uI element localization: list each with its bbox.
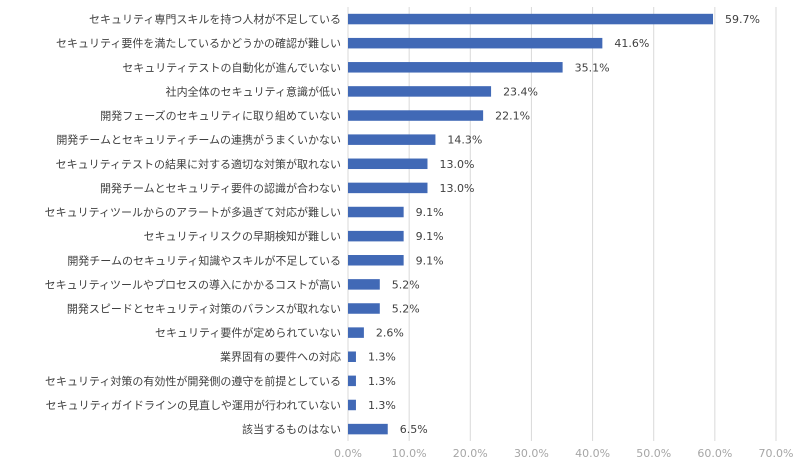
category-label: セキュリティツールやプロセスの導入にかかるコストが高い (45, 277, 341, 291)
data-label: 14.3% (447, 134, 482, 147)
data-label: 1.3% (368, 375, 396, 388)
data-label: 9.1% (416, 254, 444, 267)
data-label: 1.3% (368, 351, 396, 364)
bar (348, 351, 356, 362)
data-label: 41.6% (614, 37, 649, 50)
data-label: 23.4% (503, 85, 538, 98)
x-tick-label: 60.0% (697, 447, 732, 460)
category-label: セキュリティ対策の有効性が開発側の遵守を前提としている (45, 374, 341, 388)
category-label: 業界固有の要件への対応 (220, 350, 341, 364)
bar (348, 303, 380, 314)
data-label: 9.1% (416, 230, 444, 243)
x-tick-label: 30.0% (514, 447, 549, 460)
bar (348, 399, 356, 411)
category-label: セキュリティテストの結果に対する適切な対策が取れない (56, 157, 341, 171)
category-label: セキュリティガイドラインの見直しや運用が行われていない (46, 398, 341, 412)
category-label: 社内全体のセキュリティ意識が低い (166, 84, 341, 98)
x-tick-label: 0.0% (334, 447, 362, 460)
bar (348, 37, 603, 49)
x-tick-label: 50.0% (636, 447, 671, 460)
category-label: 開発チームとセキュリティチームの連携がうまくいかない (56, 133, 341, 147)
data-label: 9.1% (416, 206, 444, 219)
data-label: 22.1% (495, 110, 530, 123)
data-label: 1.3% (368, 399, 396, 412)
bar (348, 375, 356, 387)
category-label: セキュリティ要件が定められていない (155, 326, 341, 340)
bar (348, 13, 714, 25)
category-label: セキュリティリスクの早期検知が難しい (144, 229, 341, 243)
bars (348, 13, 714, 435)
category-label: 開発チームのセキュリティ知識やスキルが不足している (67, 253, 341, 267)
gridlines (347, 7, 777, 441)
x-tick-label: 10.0% (392, 447, 427, 460)
category-label: 該当するものはない (242, 422, 341, 436)
category-label: 開発フェーズのセキュリティに取り組めていない (100, 109, 341, 123)
bar (348, 86, 492, 97)
data-label: 6.5% (400, 423, 428, 436)
data-label: 35.1% (575, 61, 610, 74)
bar (348, 134, 436, 145)
x-tick-label: 40.0% (575, 447, 610, 460)
data-label: 59.7% (725, 13, 760, 26)
category-label: 開発チームとセキュリティ要件の認識が合わない (100, 181, 341, 195)
data-label: 13.0% (439, 182, 474, 195)
bar (348, 423, 388, 435)
category-label: セキュリティ専門スキルを持つ人材が不足している (89, 12, 341, 26)
category-label: セキュリティテストの自動化が進んでいない (122, 60, 341, 74)
bar (348, 158, 428, 170)
data-labels: 59.7% 41.6% 35.1% 23.4% 22.1% 14.3% 13.0% 13.0%… (368, 13, 760, 436)
data-label: 13.0% (439, 158, 474, 171)
data-label: 2.6% (376, 327, 404, 340)
bar (348, 206, 404, 218)
data-label: 5.2% (392, 303, 420, 316)
bar (348, 230, 404, 242)
category-labels: セキュリティ専門スキルを持つ人材が不足しているセキュリティ要件を満たしているかど… (45, 12, 341, 436)
category-label: セキュリティ要件を満たしているかどうかの確認が難しい (56, 36, 341, 50)
x-tick-label: 20.0% (453, 447, 488, 460)
x-tick-labels: 0.0% 10.0% 20.0% 30.0% 40.0% 50.0% 60.0% 70.0% (334, 447, 793, 460)
x-tick-label: 70.0% (759, 447, 794, 460)
category-label: 開発スピードとセキュリティ対策のバランスが取れない (67, 302, 341, 316)
bar (348, 255, 404, 266)
category-label: セキュリティツールからのアラートが多過ぎて対応が難しい (45, 205, 341, 219)
bar (348, 182, 428, 194)
bar (348, 62, 563, 73)
bar (348, 110, 484, 121)
bar (348, 279, 380, 290)
bar (348, 327, 364, 338)
data-label: 5.2% (392, 278, 420, 291)
